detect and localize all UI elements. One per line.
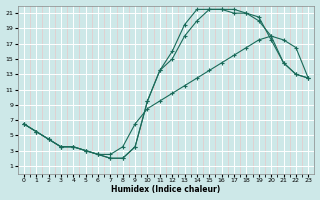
X-axis label: Humidex (Indice chaleur): Humidex (Indice chaleur) [111, 185, 221, 194]
